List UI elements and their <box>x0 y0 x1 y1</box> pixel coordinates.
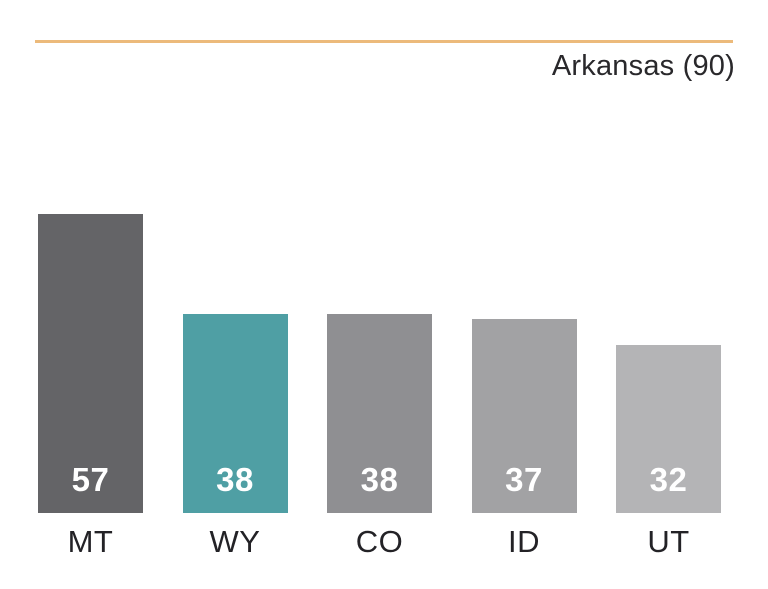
bar-category-label: CO <box>355 524 404 559</box>
bar-area: 57 <box>38 214 143 513</box>
bar-id: 37 <box>471 319 577 513</box>
bar-category-label: ID <box>508 524 540 559</box>
bar-area: 38 <box>182 214 288 513</box>
bar-co: 38 <box>327 314 432 513</box>
bar-slot-co: 38 CO <box>327 214 432 559</box>
bar-category-label: WY <box>209 524 261 559</box>
bar-value-label: 38 <box>216 461 254 498</box>
bar-value-label: 32 <box>649 461 688 498</box>
bar-mt: 57 <box>38 214 143 513</box>
bar-area: 32 <box>616 214 721 513</box>
bar-category-label: UT <box>647 524 690 559</box>
bar-area: 37 <box>471 214 577 513</box>
bar-slot-ut: 32 UT <box>616 214 721 559</box>
bar-slot-wy: 38 WY <box>182 214 288 559</box>
header-rule <box>35 40 733 43</box>
bar-category-label: MT <box>67 524 114 559</box>
bar-chart: 57 MT 38 WY 38 CO 37 ID 32 UT <box>38 214 721 559</box>
bar-slot-id: 37 ID <box>471 214 577 559</box>
chart-title: Arkansas (90) <box>551 50 735 82</box>
bar-ut: 32 <box>616 345 721 513</box>
bar-value-label: 57 <box>71 461 110 498</box>
bar-value-label: 38 <box>360 461 399 498</box>
bar-value-label: 37 <box>505 461 543 498</box>
bar-slot-mt: 57 MT <box>38 214 143 559</box>
bar-wy: 38 <box>182 314 288 513</box>
bar-area: 38 <box>327 214 432 513</box>
